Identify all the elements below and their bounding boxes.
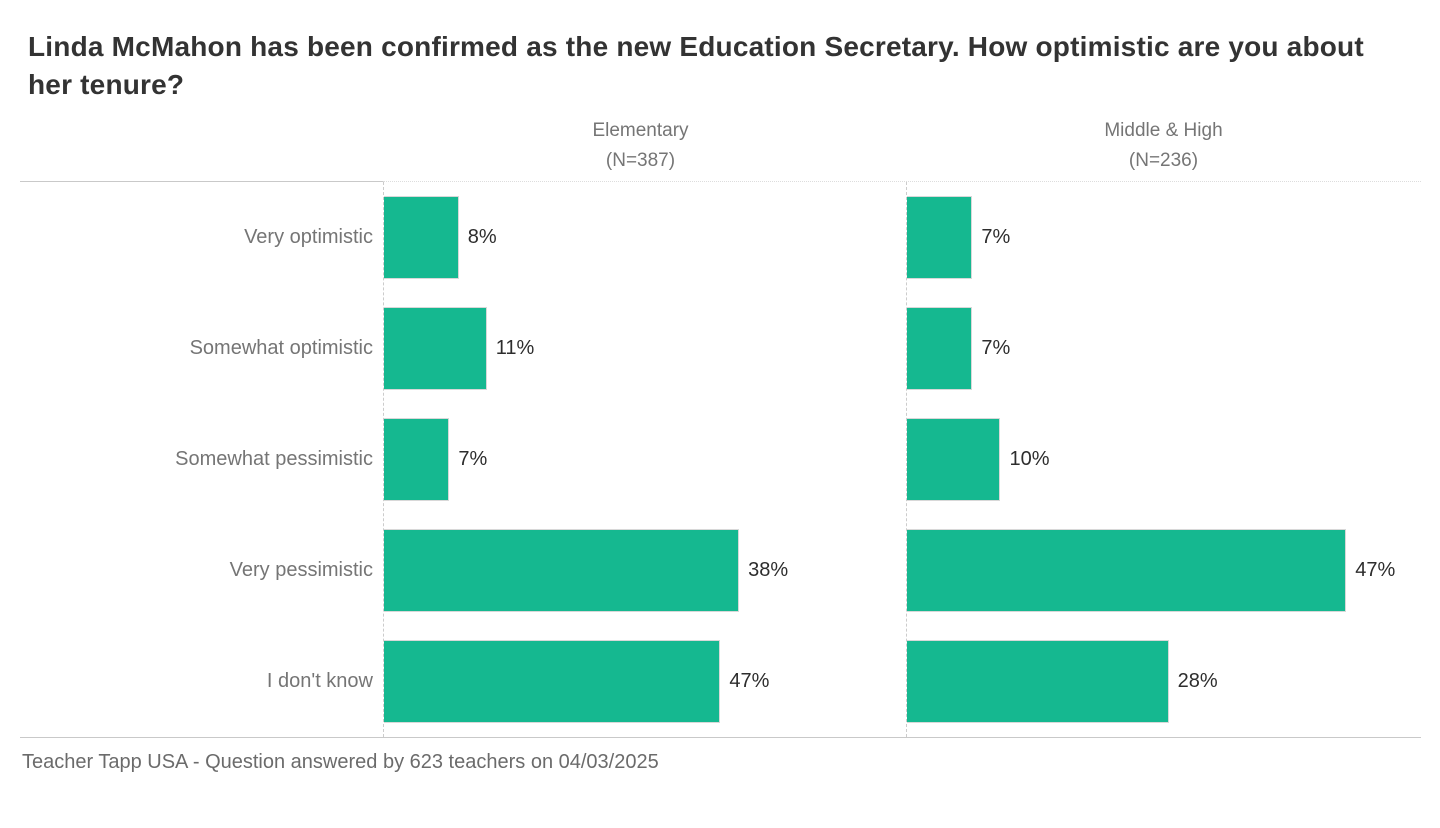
- bar-value-label: 7%: [458, 448, 488, 471]
- bar-value-label: 28%: [1177, 670, 1218, 693]
- bar: [384, 196, 459, 280]
- category-label: Somewhat pessimistic: [175, 448, 373, 471]
- category-label: Very optimistic: [244, 226, 373, 249]
- bar-row: 28%: [907, 626, 1421, 737]
- bar: [384, 529, 740, 613]
- bar-row: 7%: [384, 404, 898, 515]
- panel-middle-high: 7% 7% 10% 47% 28%: [906, 182, 1421, 738]
- bar-value-label: 8%: [467, 226, 497, 249]
- bar-row: 47%: [907, 515, 1421, 626]
- bar: [907, 418, 1001, 502]
- bar: [907, 640, 1169, 724]
- bar-value-label: 7%: [981, 337, 1011, 360]
- bar-row: 47%: [384, 626, 898, 737]
- label-column-spacer: [20, 116, 383, 183]
- chart-plot-area: Very optimistic Somewhat optimistic Somewh…: [20, 182, 1421, 738]
- chart-footer: Teacher Tapp USA - Question answered by …: [20, 737, 1421, 774]
- bar-value-label: 47%: [1355, 559, 1396, 582]
- bar-value-label: 7%: [981, 226, 1011, 249]
- panel-elementary: 8% 11% 7% 38% 47%: [383, 182, 898, 738]
- bar-row: 10%: [907, 404, 1421, 515]
- bar-row: 38%: [384, 515, 898, 626]
- panel-header-name: Elementary: [592, 120, 689, 142]
- panel-header-middle-high: Middle & High (N=236): [906, 116, 1421, 181]
- bar-row: 7%: [907, 293, 1421, 404]
- panel-header-elementary: Elementary (N=387): [383, 116, 898, 181]
- category-label: Somewhat optimistic: [189, 337, 373, 360]
- category-label: I don't know: [266, 670, 373, 693]
- bar: [907, 307, 973, 391]
- panel-headers: Elementary (N=387) Middle & High (N=236): [383, 116, 1421, 183]
- bar-row: 11%: [384, 293, 898, 404]
- bar: [384, 307, 487, 391]
- bar: [907, 529, 1347, 613]
- column-header-row: Elementary (N=387) Middle & High (N=236): [20, 116, 1421, 183]
- panel-header-n: (N=236): [1128, 149, 1199, 171]
- panels: 8% 11% 7% 38% 47% 7% 7% 10% 47% 28%: [383, 182, 1421, 738]
- bar-value-label: 38%: [748, 559, 789, 582]
- bar-value-label: 47%: [729, 670, 770, 693]
- bar: [907, 196, 973, 280]
- bar-value-label: 11%: [495, 337, 535, 360]
- bar-row: 8%: [384, 182, 898, 293]
- bar-row: 7%: [907, 182, 1421, 293]
- bar: [384, 418, 450, 502]
- panel-header-n: (N=387): [605, 149, 676, 171]
- bar-value-label: 10%: [1009, 448, 1050, 471]
- chart-title: Linda McMahon has been confirmed as the …: [28, 31, 1364, 101]
- panel-header-name: Middle & High: [1104, 120, 1223, 142]
- chart-container: Linda McMahon has been confirmed as the …: [0, 28, 1440, 828]
- category-labels: Very optimistic Somewhat optimistic Somewh…: [20, 182, 383, 737]
- category-label: Very pessimistic: [229, 559, 373, 582]
- bar: [384, 640, 721, 724]
